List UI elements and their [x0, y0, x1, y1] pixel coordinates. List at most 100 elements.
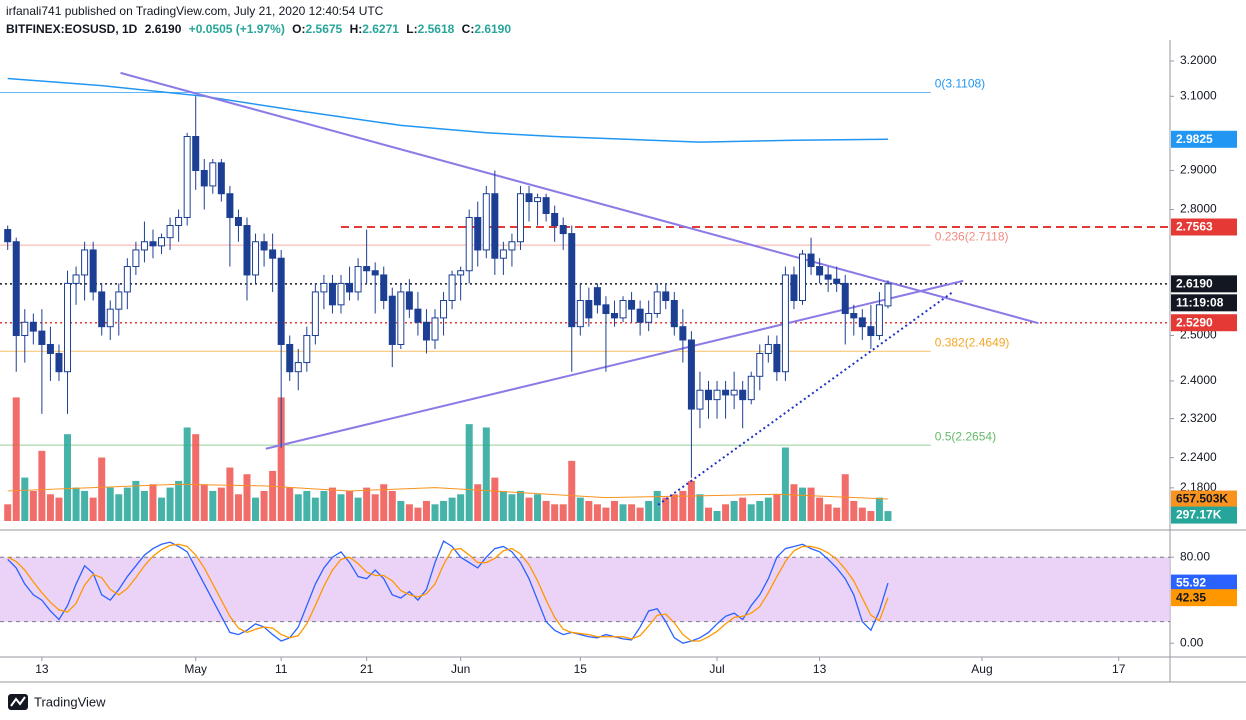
stoch-value-label: 42.35 — [1176, 590, 1206, 604]
candle-body — [508, 241, 516, 251]
volume-bar — [252, 497, 260, 521]
candle-body — [183, 135, 191, 218]
ohlc-label: C: — [462, 22, 475, 36]
trend-line — [120, 71, 1039, 325]
y-tick-label: 3.1000 — [1180, 88, 1217, 102]
volume-bar — [670, 494, 678, 521]
candle-body — [628, 300, 636, 310]
candle-body — [149, 241, 157, 247]
volume-bar — [696, 494, 704, 521]
volume-bar — [662, 497, 670, 521]
candle-body — [294, 362, 302, 373]
stoch-line — [7, 543, 889, 642]
published-line: irfanali741 published on TradingView.com… — [6, 4, 384, 18]
candle-body — [499, 249, 507, 259]
volume-bar — [72, 487, 80, 521]
candle-body — [875, 304, 883, 337]
volume-bar — [132, 480, 140, 521]
candle-body — [81, 249, 89, 276]
candle-body — [46, 343, 54, 354]
candle-body — [816, 266, 824, 276]
volume-bar — [499, 490, 507, 521]
volume-bar — [542, 500, 550, 521]
stoch-value-label-box — [1171, 574, 1237, 592]
volume-bar — [653, 490, 661, 521]
ma-price-label-box — [1171, 130, 1237, 148]
x-tick-label: Jun — [451, 662, 470, 676]
volume-bar — [482, 427, 490, 521]
volume-bar — [140, 490, 148, 521]
candle-body — [576, 300, 584, 328]
candle-body — [422, 321, 430, 341]
volume-bar — [525, 497, 533, 521]
y-tick-label: 80.00 — [1180, 549, 1210, 563]
level-price-label-box — [1171, 218, 1237, 236]
volume-bar — [123, 487, 131, 521]
x-tick-label: May — [184, 662, 207, 676]
candle-body — [645, 313, 653, 323]
volume-bar — [568, 460, 576, 521]
candle-body — [491, 193, 499, 259]
volume-bar — [98, 457, 106, 521]
volume-bar — [884, 511, 892, 521]
last-price: 2.6190 — [145, 22, 182, 36]
change: +0.0505 (+1.97%) — [189, 22, 285, 36]
candle-body — [850, 313, 858, 319]
volume-bar — [405, 504, 413, 521]
volume-bar — [687, 480, 695, 521]
candle-body — [252, 241, 260, 276]
candle-body — [328, 282, 336, 306]
x-tick-label: Aug — [971, 662, 992, 676]
candle-body — [363, 266, 371, 272]
candle-body — [21, 321, 29, 337]
candle-body — [200, 169, 208, 187]
volume-bar — [799, 487, 807, 521]
y-tick-label: 2.9000 — [1180, 163, 1217, 177]
countdown-box — [1171, 294, 1237, 312]
candle-body — [884, 283, 892, 307]
volume-bar — [380, 484, 388, 521]
candle-body — [756, 352, 764, 377]
y-tick-label: 2.3200 — [1180, 411, 1217, 425]
x-tick-label: 17 — [1112, 662, 1126, 676]
candle-body — [115, 291, 123, 310]
volume-bar — [234, 494, 242, 521]
volume-bar — [628, 504, 636, 521]
volume-bar — [183, 427, 191, 521]
volume-bar — [585, 500, 593, 521]
candle-body — [482, 193, 490, 251]
logo-glyph — [10, 696, 26, 707]
volume-bar — [593, 504, 601, 521]
candle-body — [833, 278, 841, 284]
volume-bar — [534, 494, 542, 521]
candle-body — [602, 304, 610, 315]
fib-label: 0.382(2.4649) — [935, 335, 1010, 349]
volume-bar — [149, 484, 157, 521]
ohlc-value: 2.6190 — [474, 22, 511, 36]
volume-bar — [328, 487, 336, 521]
volume-bar — [790, 484, 798, 521]
candle-body — [730, 389, 738, 396]
candle-body — [457, 270, 465, 276]
volume-bar — [739, 497, 747, 521]
moving-average — [7, 77, 888, 143]
volume-bar — [64, 434, 72, 521]
volume-bar — [440, 500, 448, 521]
candle-body — [670, 300, 678, 328]
candle-body — [354, 266, 362, 293]
candle-body — [662, 291, 670, 302]
candle-body — [593, 287, 601, 306]
volume-bar — [858, 507, 866, 521]
volume-bar — [610, 500, 618, 521]
volume-bar — [816, 497, 824, 521]
fib-label: 0.236(2.7118) — [935, 229, 1009, 243]
candle-body — [867, 326, 875, 337]
volume-bar — [106, 487, 114, 521]
volume-bar — [465, 424, 473, 521]
volume-bar — [722, 504, 730, 521]
volume-bar — [730, 500, 738, 521]
ma-price-label: 2.9825 — [1176, 132, 1213, 146]
volume-bar — [516, 490, 524, 521]
volume-bar — [422, 500, 430, 521]
